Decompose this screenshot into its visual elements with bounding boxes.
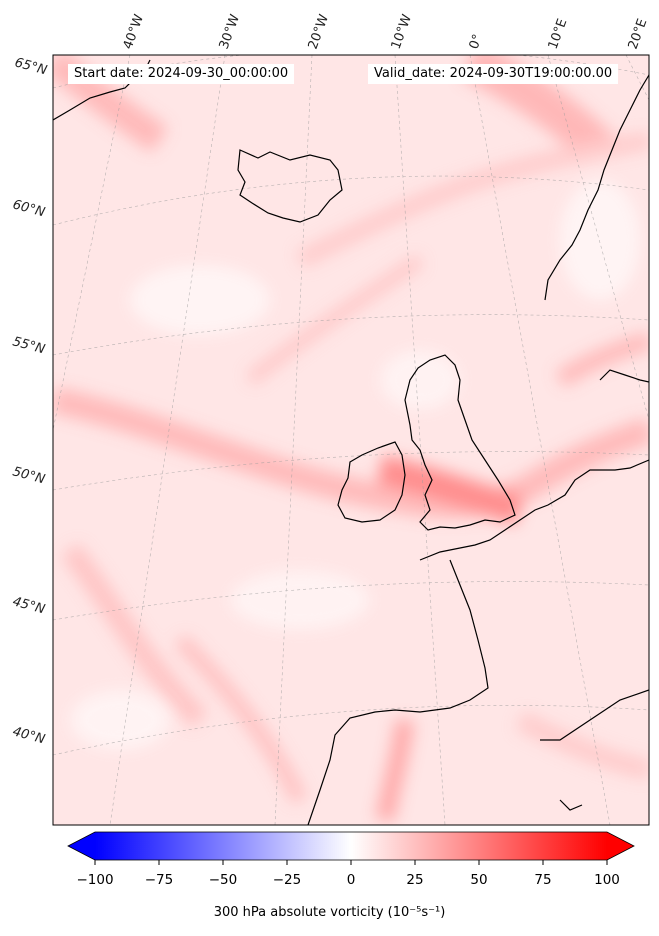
lon-label: 10°W: [389, 12, 415, 51]
colorbar-ticks: −100 −75 −50 −25 0 25 50 75 100: [76, 860, 620, 888]
colorbar-tick-label: 75: [534, 872, 551, 888]
lon-label: 0°: [467, 32, 486, 51]
norway-coast: [544, 74, 649, 301]
low-vorticity-patches: [70, 180, 640, 750]
lat-label: 50°N: [11, 464, 47, 487]
colorbar-high-extend: [607, 832, 634, 860]
italy-coast: [559, 799, 583, 811]
lat-label: 40°N: [11, 724, 47, 747]
africa-coast: [540, 689, 649, 741]
colorbar-label: 300 hPa absolute vorticity (10⁻⁵s⁻¹): [213, 905, 446, 920]
lat-label: 55°N: [11, 334, 47, 357]
map-frame: [52, 54, 650, 826]
lon-label: 10°E: [546, 17, 571, 52]
colorbar-ramp: [95, 832, 607, 860]
colorbar-tick-label: −50: [209, 872, 238, 888]
coastlines: [53, 59, 649, 825]
lon-label: 20°W: [306, 12, 332, 51]
france-iberia-coast: [307, 559, 489, 825]
denmark-coast: [599, 369, 649, 383]
colorbar-tick-label: 100: [594, 872, 620, 888]
lat-label: 45°N: [11, 594, 47, 617]
colorbar-tick-label: −100: [76, 872, 113, 888]
longitude-labels: 40°W 30°W 20°W 10°W 0° 10°E 20°E: [121, 12, 651, 51]
valid-date-label: Valid_date: 2024-09-30T19:00:00.00: [368, 64, 619, 84]
britain-coast: [404, 354, 516, 531]
lat-label: 65°N: [13, 55, 49, 78]
graticule: [53, 55, 649, 825]
colorbar-low-extend: [68, 832, 95, 860]
lon-label: 30°W: [217, 12, 243, 51]
colorbar-tick-label: −25: [273, 872, 302, 888]
colorbar-tick-label: 25: [406, 872, 423, 888]
iceland-coast: [237, 149, 343, 223]
start-date-label: Start date: 2024-09-30_00:00:00: [68, 64, 295, 84]
latitude-labels: 65°N 60°N 55°N 50°N 45°N 40°N: [11, 55, 49, 747]
ireland-coast: [337, 441, 406, 523]
colorbar-tick-label: 50: [470, 872, 487, 888]
lon-label: 20°E: [626, 17, 651, 52]
lat-label: 60°N: [11, 197, 47, 220]
map-panel: [53, 55, 649, 825]
lon-label: 40°W: [121, 12, 147, 51]
colorbar-tick-label: −75: [145, 872, 174, 888]
europe-coast: [419, 459, 649, 561]
colorbar-tick-label: 0: [347, 872, 356, 888]
colorbar: −100 −75 −50 −25 0 25 50 75 100: [67, 831, 635, 888]
